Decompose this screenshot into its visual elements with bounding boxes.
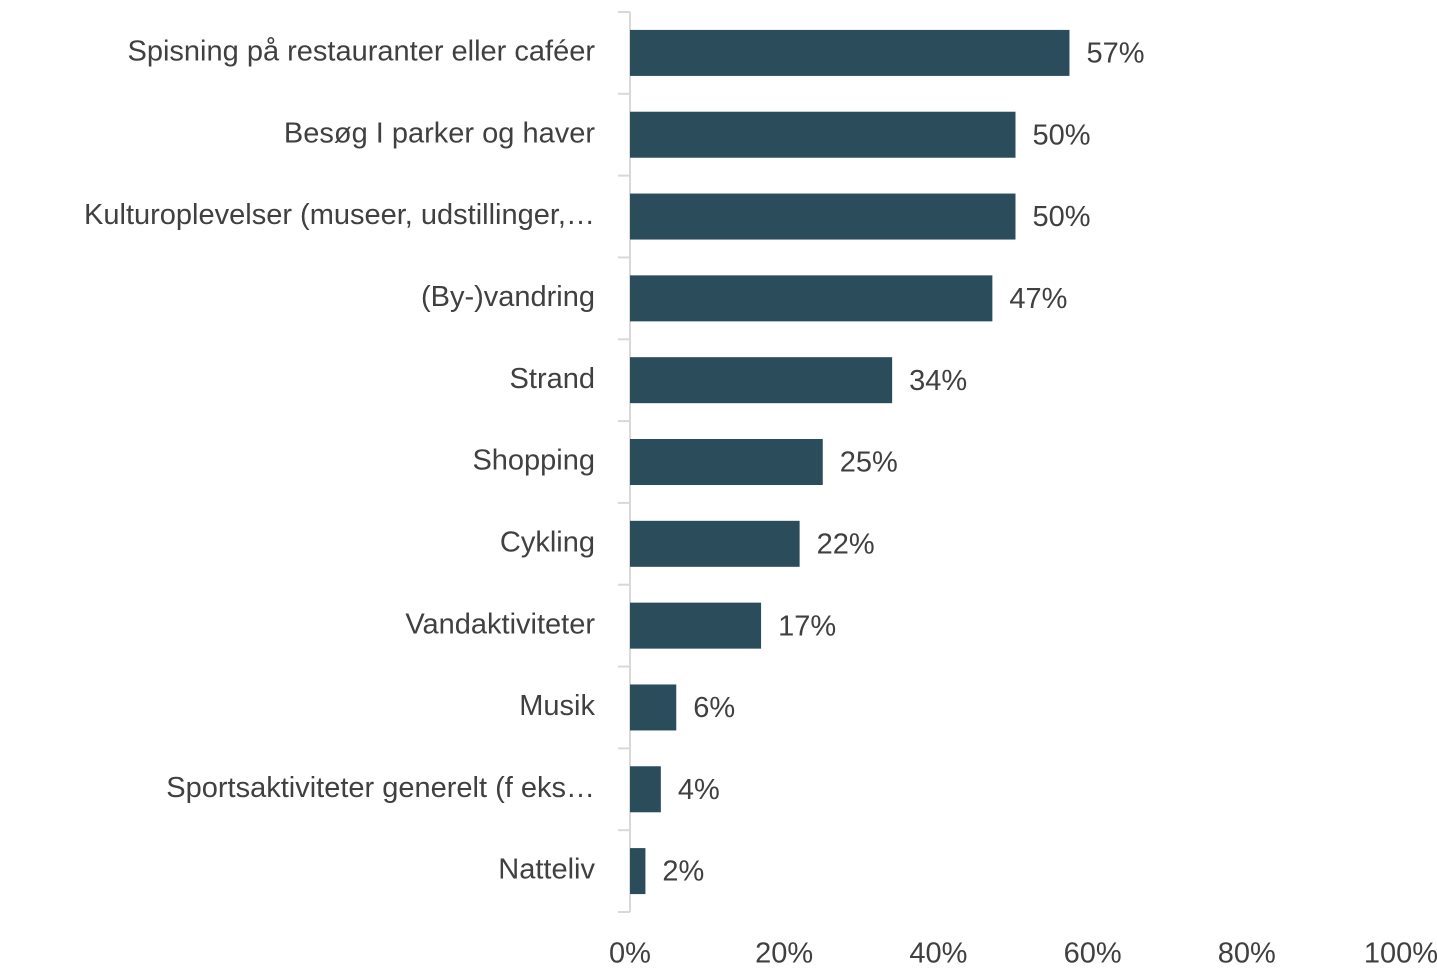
value-label: 6% [693, 692, 735, 724]
bar [630, 684, 677, 731]
y-tick-label: Spisning på restauranter eller caféer [128, 36, 596, 68]
value-label: 50% [1033, 201, 1091, 233]
bar [630, 193, 1016, 240]
y-tick-label: Strand [510, 363, 595, 395]
value-label: 17% [778, 610, 836, 642]
x-tick-label: 40% [909, 938, 967, 968]
bar [630, 848, 646, 895]
y-tick-label: Cykling [500, 526, 595, 558]
bar [630, 602, 762, 649]
y-tick-label: Sportsaktiviteter generelt (f eks… [166, 772, 595, 804]
value-label: 2% [662, 856, 704, 888]
bar [630, 766, 661, 813]
x-tick-label: 80% [1218, 938, 1276, 968]
x-tick-label: 20% [755, 938, 813, 968]
value-label: 50% [1033, 119, 1091, 151]
bar [630, 520, 800, 567]
value-label: 57% [1086, 38, 1144, 70]
y-tick-label: (By-)vandring [421, 281, 595, 313]
value-label: 34% [909, 365, 967, 397]
x-tick-label: 0% [609, 938, 651, 968]
bar [630, 275, 993, 322]
value-label: 47% [1009, 283, 1067, 315]
value-label: 25% [840, 447, 898, 479]
bar [630, 29, 1070, 76]
y-tick-label: Besøg I parker og haver [284, 117, 595, 149]
x-tick-label: 100% [1364, 938, 1437, 968]
x-tick-label: 60% [1064, 938, 1122, 968]
value-label: 4% [678, 774, 720, 806]
bar [630, 357, 893, 404]
y-tick-label: Musik [519, 690, 595, 722]
y-tick-label: Natteliv [498, 854, 595, 886]
y-tick-label: Kulturoplevelser (museer, udstillinger,… [84, 199, 595, 231]
y-tick-label: Vandaktiviteter [405, 608, 595, 640]
y-tick-label: Shopping [472, 445, 595, 477]
value-label: 22% [817, 528, 875, 560]
bar [630, 439, 823, 485]
bar [630, 111, 1016, 158]
